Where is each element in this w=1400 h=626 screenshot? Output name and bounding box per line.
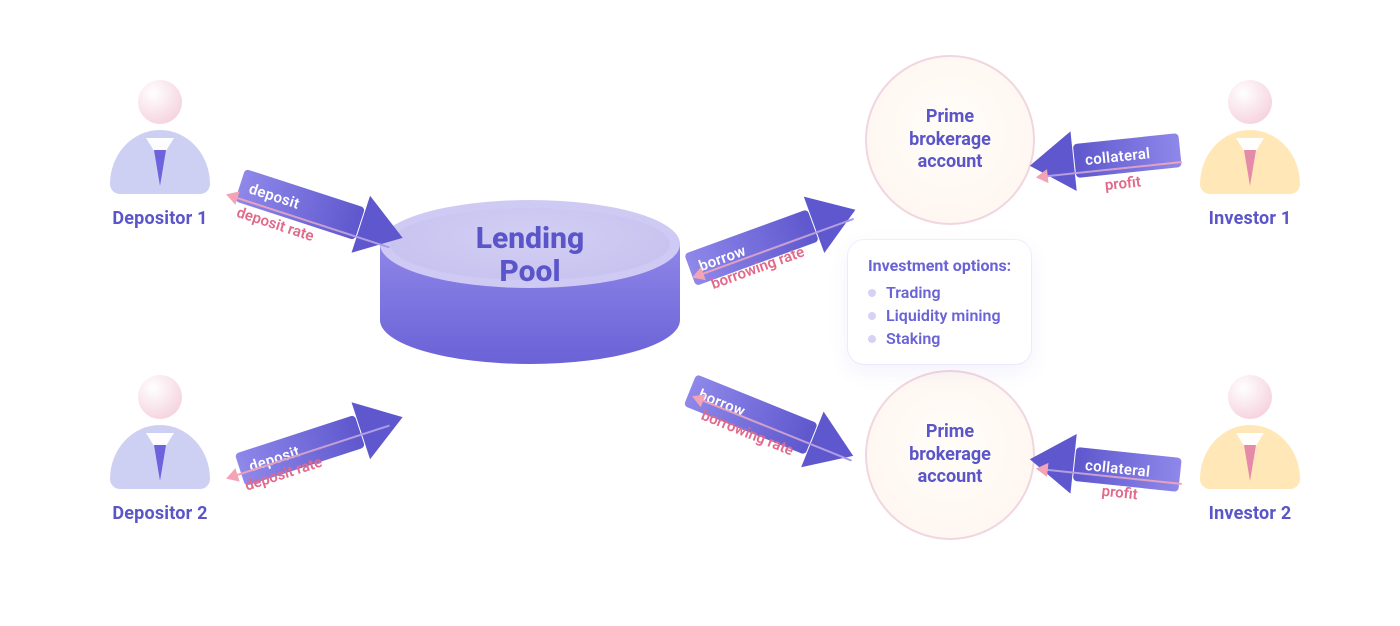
return-arrow-profit-2-label: profit xyxy=(1101,482,1139,504)
return-arrow-deposit-rate-2: deposit rate xyxy=(228,425,390,478)
thin-arrows-layer: deposit ratedeposit rateborrowing ratebo… xyxy=(0,0,1400,626)
return-arrow-borrowing-rate-1-label: borrowing rate xyxy=(709,242,807,292)
thin-arrow-tip-icon xyxy=(224,468,240,485)
return-arrow-profit-1: profit xyxy=(1038,162,1182,177)
return-arrow-profit-1-label: profit xyxy=(1104,172,1142,194)
thin-arrow-tip-icon xyxy=(224,188,240,205)
diagram-stage: Lending Pool Depositor 1 Depositor 2 Inv… xyxy=(0,0,1400,626)
thin-arrow-tip-icon xyxy=(690,390,706,407)
return-arrow-profit-2: profit xyxy=(1038,469,1182,484)
return-arrow-borrowing-rate-2: borrowing rate xyxy=(694,397,852,461)
thin-arrow-tip-icon xyxy=(1035,169,1048,184)
return-arrow-borrowing-rate-1: borrowing rate xyxy=(694,219,854,277)
return-arrow-deposit-rate-1: deposit rate xyxy=(228,195,390,248)
thin-arrow-tip-icon xyxy=(1035,462,1048,477)
thin-arrow-tip-icon xyxy=(690,267,706,284)
